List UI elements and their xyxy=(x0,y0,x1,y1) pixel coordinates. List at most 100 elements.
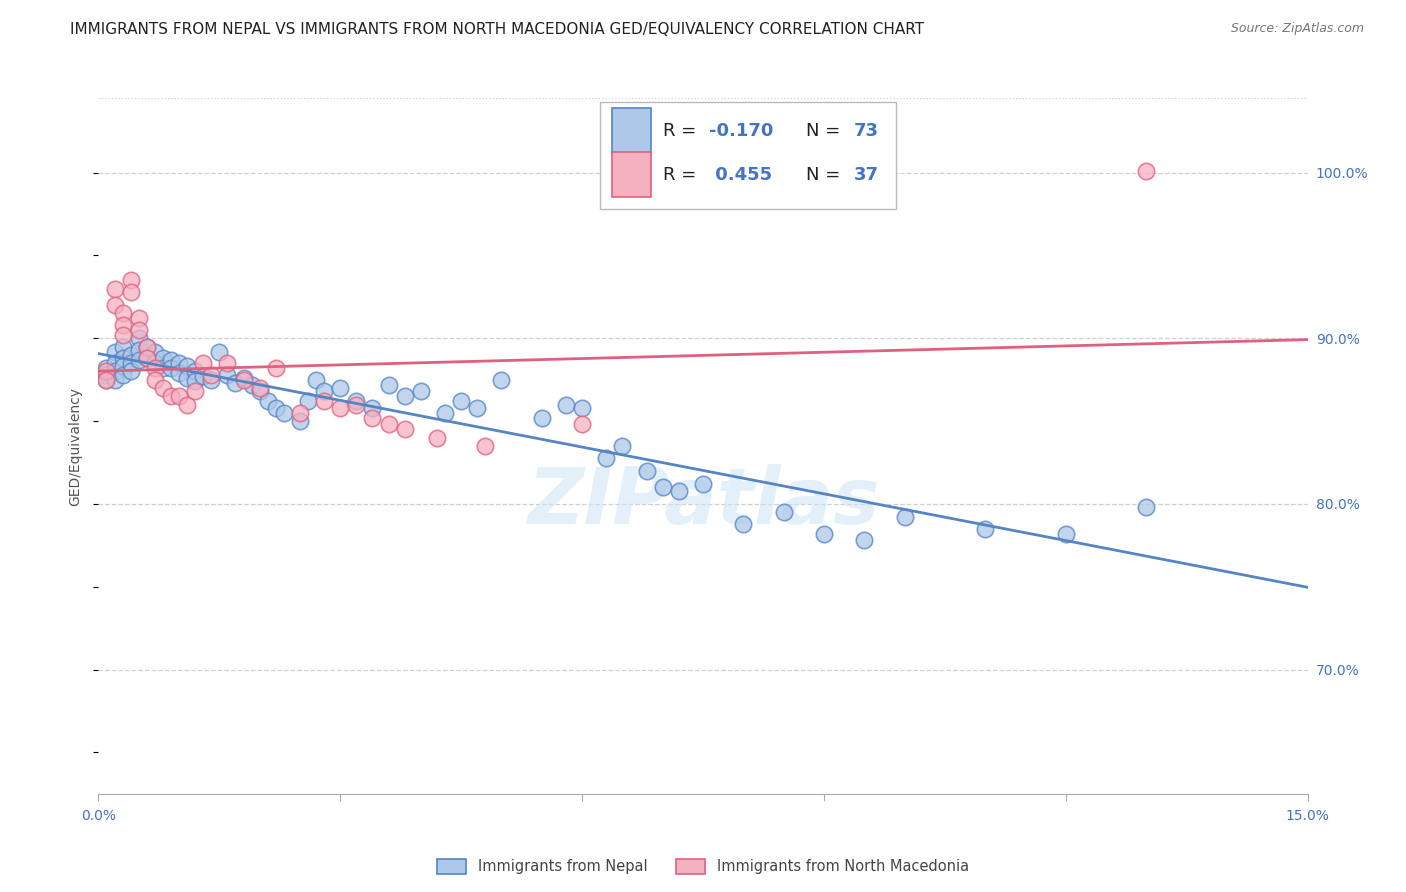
Point xyxy=(193,369,215,384)
Point xyxy=(167,366,190,380)
Point xyxy=(377,377,399,392)
Point xyxy=(853,533,876,548)
Point xyxy=(128,331,150,345)
Point xyxy=(96,364,118,378)
Point xyxy=(152,381,174,395)
Point xyxy=(143,373,166,387)
Point xyxy=(297,394,319,409)
Point xyxy=(249,381,271,395)
Point xyxy=(135,351,157,366)
Text: N =: N = xyxy=(806,166,846,184)
Point xyxy=(232,371,254,385)
Point xyxy=(103,364,125,378)
Point xyxy=(167,389,190,403)
Point xyxy=(555,398,578,412)
Text: 73: 73 xyxy=(855,122,879,140)
Point xyxy=(224,376,246,390)
Point xyxy=(1054,526,1077,541)
Point xyxy=(377,417,399,432)
Point xyxy=(668,483,690,498)
Point xyxy=(96,373,118,387)
Point xyxy=(111,359,134,374)
Point xyxy=(329,381,352,395)
Point xyxy=(232,373,254,387)
Point xyxy=(160,389,183,403)
Point xyxy=(120,356,142,370)
Point xyxy=(103,282,125,296)
Point xyxy=(305,373,328,387)
Point xyxy=(103,298,125,312)
Point xyxy=(152,351,174,366)
Point xyxy=(128,343,150,357)
Y-axis label: GED/Equivalency: GED/Equivalency xyxy=(69,386,83,506)
Point xyxy=(111,318,134,332)
Point xyxy=(111,328,134,343)
Text: -0.170: -0.170 xyxy=(709,122,773,140)
Point xyxy=(128,311,150,326)
FancyBboxPatch shape xyxy=(613,152,651,197)
Point xyxy=(184,375,207,389)
Point xyxy=(249,384,271,399)
Point xyxy=(200,368,222,382)
Point xyxy=(1135,164,1157,178)
Point xyxy=(314,394,336,409)
Point xyxy=(450,394,472,409)
Point xyxy=(733,516,755,531)
Point xyxy=(217,356,239,370)
Point xyxy=(152,361,174,376)
Text: R =: R = xyxy=(664,122,702,140)
Point xyxy=(208,344,231,359)
Point xyxy=(193,356,215,370)
Point xyxy=(135,340,157,354)
Point xyxy=(120,364,142,378)
Point xyxy=(273,406,295,420)
Point xyxy=(143,361,166,376)
Point xyxy=(200,373,222,387)
Point xyxy=(128,323,150,337)
Point xyxy=(128,352,150,367)
Text: 37: 37 xyxy=(855,166,879,184)
Point xyxy=(256,394,278,409)
Point xyxy=(651,480,673,494)
Point xyxy=(111,340,134,354)
Point xyxy=(394,389,416,403)
Point xyxy=(160,352,183,367)
Point xyxy=(329,401,352,415)
Point xyxy=(491,373,513,387)
Text: ZIPatlas: ZIPatlas xyxy=(527,464,879,540)
Point xyxy=(288,406,311,420)
Point xyxy=(160,361,183,376)
Point xyxy=(176,371,198,385)
Point xyxy=(772,505,794,519)
Legend: Immigrants from Nepal, Immigrants from North Macedonia: Immigrants from Nepal, Immigrants from N… xyxy=(430,853,976,880)
Point xyxy=(361,401,384,415)
Point xyxy=(474,439,496,453)
Point xyxy=(1135,500,1157,515)
Point xyxy=(434,406,457,420)
Point xyxy=(465,401,488,415)
Point xyxy=(135,351,157,366)
Point xyxy=(636,464,658,478)
Point xyxy=(612,439,634,453)
Point xyxy=(111,368,134,382)
Point xyxy=(240,377,263,392)
Point xyxy=(143,356,166,370)
Point xyxy=(314,384,336,399)
Point xyxy=(103,373,125,387)
Point xyxy=(344,394,367,409)
Point xyxy=(103,344,125,359)
Point xyxy=(595,450,617,465)
Point xyxy=(813,526,835,541)
Point xyxy=(264,401,287,415)
Point xyxy=(184,364,207,378)
Point xyxy=(111,351,134,366)
Point xyxy=(893,510,915,524)
Point xyxy=(96,373,118,387)
Point xyxy=(409,384,432,399)
Point xyxy=(344,398,367,412)
Point xyxy=(176,398,198,412)
Point xyxy=(571,417,593,432)
Point xyxy=(135,340,157,354)
Point xyxy=(143,344,166,359)
Text: IMMIGRANTS FROM NEPAL VS IMMIGRANTS FROM NORTH MACEDONIA GED/EQUIVALENCY CORRELA: IMMIGRANTS FROM NEPAL VS IMMIGRANTS FROM… xyxy=(70,22,924,37)
